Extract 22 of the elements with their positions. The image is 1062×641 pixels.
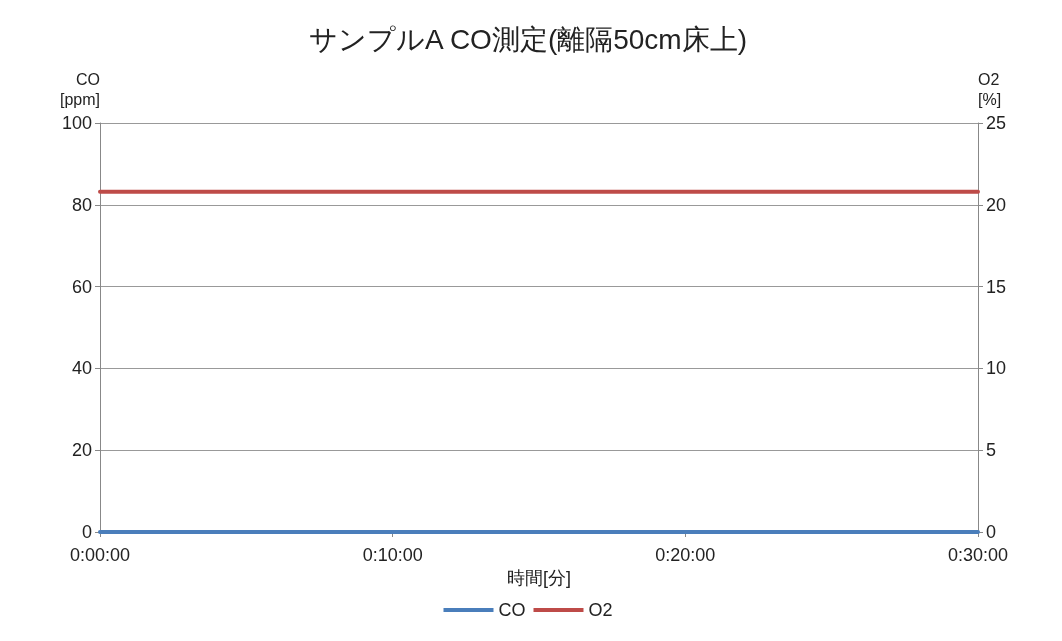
y-tick-label: 0 — [81, 522, 92, 542]
x-tick-label: 0:30:00 — [947, 545, 1009, 565]
y2-tick-label: 10 — [986, 358, 1007, 379]
x-tick-label: 0:20:00 — [655, 545, 716, 565]
y2-tick-label: 0 — [986, 522, 997, 542]
y-tick-label: 60 — [71, 276, 92, 297]
y-tick-label: 40 — [71, 358, 92, 379]
y-tick-label: 100 — [61, 113, 92, 133]
y2-tick-label: 15 — [986, 276, 1007, 297]
x-tick-label: 0:10:00 — [362, 545, 423, 565]
y-axis-title: CO [ppm] — [59, 70, 100, 108]
legend-label: O2 — [588, 600, 613, 620]
y-tick-label: 20 — [71, 440, 92, 461]
legend-label: CO — [498, 600, 526, 620]
chart-title: サンプルA CO測定(離隔50cm床上) — [308, 23, 748, 55]
x-tick-label: 0:00:00 — [69, 545, 131, 565]
y-tick-label: 80 — [71, 194, 92, 215]
x-axis-title: 時間[分] — [506, 567, 572, 588]
y2-axis-title: O2 [%] — [978, 70, 1002, 108]
y2-tick-label: 5 — [986, 440, 997, 461]
y2-tick-label: 25 — [986, 113, 1007, 133]
y2-tick-label: 20 — [986, 194, 1007, 215]
